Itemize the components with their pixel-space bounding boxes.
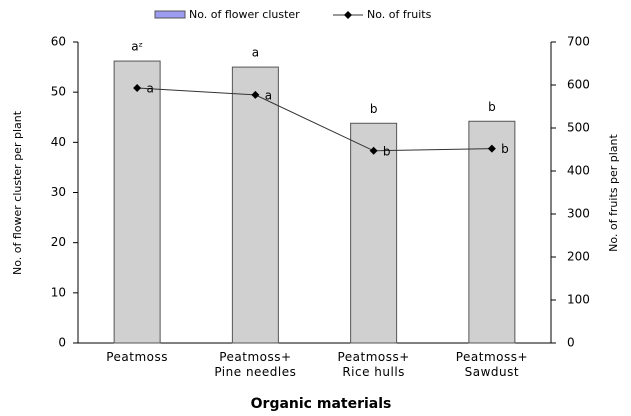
y2-tick-label: 400: [567, 164, 590, 178]
bar-annotation: a: [252, 46, 259, 60]
bar-annotation: aᶻ: [131, 40, 143, 54]
line-annotation: b: [501, 142, 509, 156]
legend-swatch: [154, 10, 186, 19]
bar: [113, 60, 161, 344]
x-tick-label: Peatmoss+ Sawdust: [455, 350, 529, 379]
bar-annotation: b: [370, 102, 378, 116]
bar: [468, 120, 516, 344]
y2-axis-title: No. of fruits per plant: [607, 133, 620, 251]
line: [137, 87, 492, 152]
x-tick-label: Peatmoss+ Pine needles: [214, 350, 297, 379]
y-tick-label: 10: [51, 285, 66, 299]
legend-label: No. of fruits: [367, 8, 432, 21]
bar-annotation: b: [488, 100, 496, 114]
bar: [350, 122, 398, 344]
y-tick-label: 40: [51, 135, 66, 149]
line-annotation: a: [265, 88, 272, 102]
y-tick-label: 20: [51, 235, 66, 249]
y-tick-label: 60: [51, 35, 66, 49]
bar: [231, 66, 279, 344]
y2-tick-label: 200: [567, 250, 590, 264]
x-tick-label: Peatmoss+ Rice hulls: [337, 350, 410, 379]
y-axis-title: No. of flower cluster per plant: [11, 110, 24, 275]
y2-tick-label: 100: [567, 293, 590, 307]
legend-label: No. of flower cluster: [189, 8, 300, 21]
legend-marker: [344, 11, 352, 19]
y-tick-label: 50: [51, 85, 66, 99]
x-tick-label: Peatmoss: [106, 350, 169, 364]
line-marker: [369, 146, 378, 155]
line-annotation: b: [383, 144, 391, 158]
x-axis-title: Organic materials: [251, 396, 392, 412]
y-tick-label: 30: [51, 185, 66, 199]
line-annotation: a: [146, 82, 153, 96]
y2-tick-label: 700: [567, 35, 590, 49]
y2-tick-label: 300: [567, 207, 590, 221]
line-marker: [133, 84, 142, 93]
y2-tick-label: 0: [567, 336, 575, 350]
y-tick-label: 0: [58, 336, 66, 350]
line-marker: [487, 144, 496, 153]
line-marker: [251, 90, 260, 99]
y2-tick-label: 600: [567, 78, 590, 92]
y2-tick-label: 500: [567, 121, 590, 135]
